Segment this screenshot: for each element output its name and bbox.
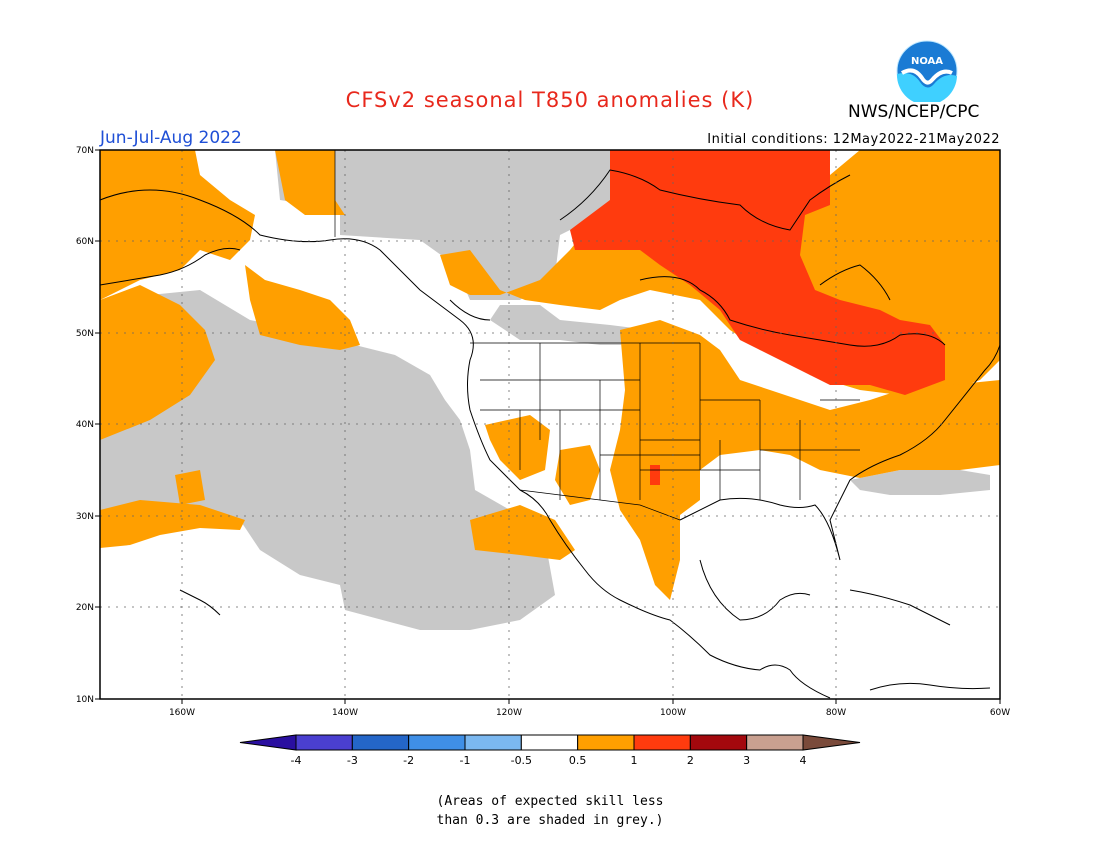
colorbar-segment (520, 734, 579, 751)
colorbar-label: -4 (291, 754, 302, 767)
noaa-logo: NOAA (896, 40, 958, 102)
lat-label: 50N (76, 329, 94, 339)
graticule (100, 150, 1000, 699)
colorbar-label: -3 (347, 754, 358, 767)
colorbar-segment (351, 734, 410, 751)
anomaly-shading (100, 150, 1000, 699)
colorbar-label: 1 (631, 754, 638, 767)
latitude-labels: 70N 60N 50N 40N 30N 20N 10N (76, 146, 94, 705)
agency-label: NWS/NCEP/CPC (848, 102, 980, 122)
colorbar-segment (746, 734, 804, 751)
colorbar-segment (408, 734, 466, 751)
colorbar: -4 -3 -2 -1 -0.5 0.5 1 2 3 4 (239, 734, 861, 767)
lat-label: 40N (76, 420, 94, 430)
footnote-line-2: than 0.3 are shaded in grey.) (436, 813, 664, 828)
lat-label: 60N (76, 237, 94, 247)
colorbar-segment (464, 734, 522, 751)
lon-label: 120W (496, 708, 522, 718)
lon-label: 100W (660, 708, 686, 718)
longitude-labels: 160W 140W 120W 100W 80W 60W (169, 708, 1010, 718)
noaa-logo-text: NOAA (911, 56, 943, 67)
map-title: CFSv2 seasonal T850 anomalies (K) (345, 88, 755, 112)
lat-label: 10N (76, 695, 94, 705)
lon-label: 80W (826, 708, 846, 718)
lat-label: 70N (76, 146, 94, 156)
season-label: Jun-Jul-Aug 2022 (100, 128, 242, 148)
colorbar-label: -2 (403, 754, 414, 767)
footnote-line-1: (Areas of expected skill less (436, 794, 664, 809)
colorbar-label: 0.5 (569, 754, 587, 767)
lon-label: 140W (332, 708, 358, 718)
colorbar-label: -0.5 (511, 754, 532, 767)
colorbar-segment (633, 734, 691, 751)
initial-conditions-label: Initial conditions: 12May2022-21May2022 (707, 132, 1000, 147)
lon-label: 60W (990, 708, 1010, 718)
colorbar-segment (295, 734, 353, 751)
lat-label: 20N (76, 603, 94, 613)
coastlines (99, 169, 1001, 699)
colorbar-min-arrow (239, 734, 297, 751)
lon-label: 160W (169, 708, 195, 718)
colorbar-segment (689, 734, 748, 751)
axis-ticks (95, 149, 1001, 704)
colorbar-max-arrow (802, 734, 861, 751)
political-boundaries (334, 150, 860, 521)
colorbar-label: -1 (460, 754, 471, 767)
colorbar-segment (577, 734, 635, 751)
colorbar-label: 2 (687, 754, 694, 767)
colorbar-label: 3 (743, 754, 750, 767)
lat-label: 30N (76, 512, 94, 522)
colorbar-label: 4 (800, 754, 807, 767)
footnote: (Areas of expected skill less than 0.3 a… (0, 792, 1100, 830)
